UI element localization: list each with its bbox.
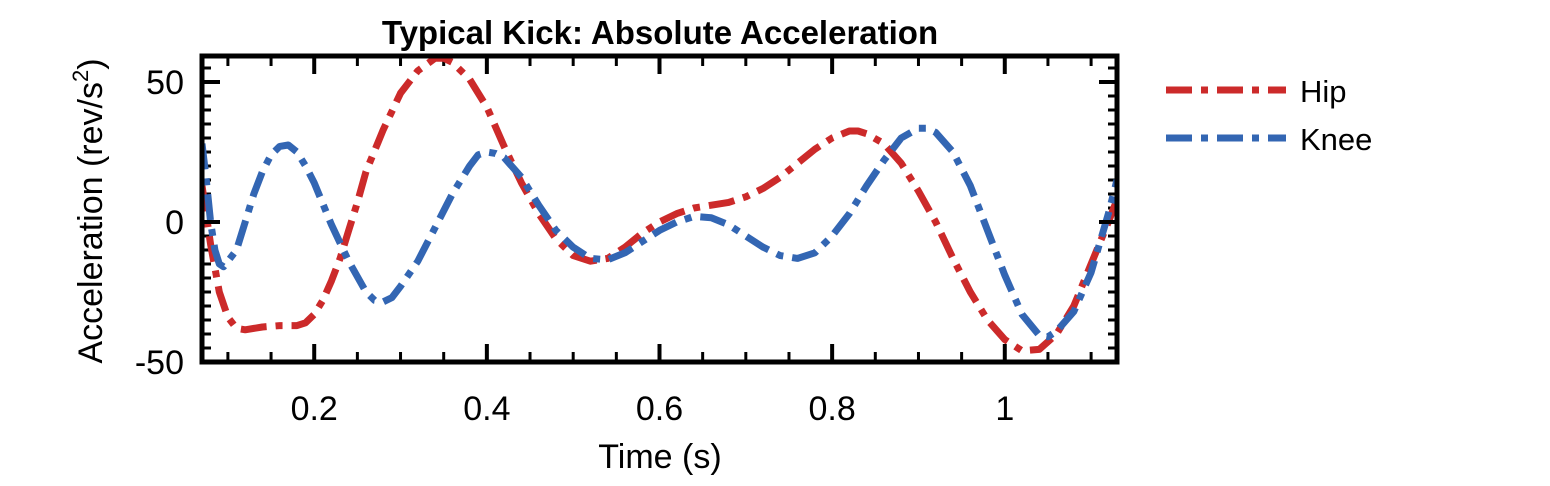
y-axis-label-superscript: 2: [68, 70, 93, 82]
y-axis: -50 0 50: [135, 64, 1117, 382]
x-tick-label: 0.2: [291, 390, 338, 428]
series-line-knee: [202, 124, 1117, 341]
y-axis-label-main: Acceleration (rev/s: [72, 82, 110, 364]
y-tick-label: -50: [135, 344, 184, 382]
y-tick-label: 50: [146, 64, 184, 102]
series-layer: [202, 56, 1117, 355]
series-line-hip: [202, 56, 1117, 355]
y-tick-label: 0: [165, 204, 184, 242]
y-axis-label: Acceleration (rev/s2): [68, 58, 110, 363]
x-tick-label: 0.8: [809, 390, 856, 428]
x-axis: 0.2 0.4 0.6 0.8 1: [291, 56, 1014, 428]
x-tick-label: 1: [995, 390, 1014, 428]
legend-label-hip: Hip: [1300, 74, 1347, 109]
legend-label-knee: Knee: [1300, 122, 1372, 157]
y-axis-label-close: ): [72, 58, 110, 69]
x-tick-label: 0.6: [636, 390, 683, 428]
legend: Hip Knee: [1166, 74, 1372, 157]
x-axis-label: Time (s): [598, 438, 721, 476]
x-tick-label: 0.4: [463, 390, 510, 428]
chart-title: Typical Kick: Absolute Acceleration: [382, 14, 938, 51]
